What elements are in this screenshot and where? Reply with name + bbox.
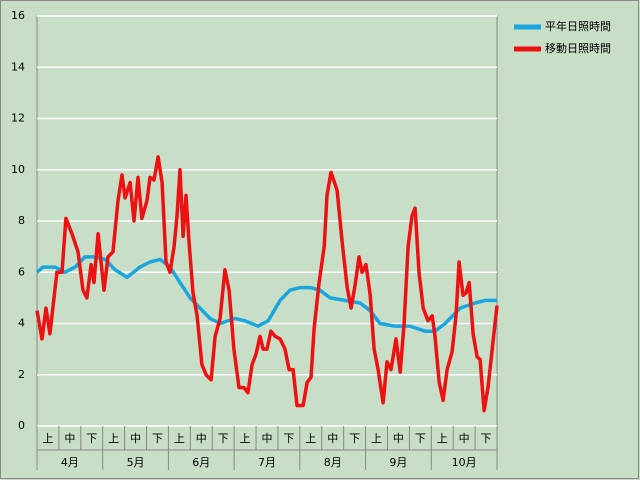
x-tick-label: 上 xyxy=(42,432,53,445)
y-tick-label: 14 xyxy=(11,60,25,73)
x-tick-label: 下 xyxy=(349,432,360,445)
month-label: 9月 xyxy=(389,456,407,469)
month-label: 10月 xyxy=(452,456,477,469)
x-tick-label: 上 xyxy=(371,432,382,445)
month-label: 4月 xyxy=(61,456,79,469)
x-tick-label: 中 xyxy=(64,432,75,445)
x-tick-label: 下 xyxy=(415,432,426,445)
legend-label: 平年日照時間 xyxy=(545,19,611,33)
x-tick-label: 下 xyxy=(481,432,492,445)
x-tick-label: 中 xyxy=(327,432,338,445)
legend-label: 移動日照時間 xyxy=(545,41,611,55)
month-label: 8月 xyxy=(324,456,342,469)
y-tick-label: 0 xyxy=(18,419,25,432)
y-tick-label: 2 xyxy=(18,368,25,381)
y-tick-label: 12 xyxy=(11,112,25,125)
x-tick-label: 上 xyxy=(108,432,119,445)
month-label: 7月 xyxy=(258,456,276,469)
x-tick-label: 上 xyxy=(174,432,185,445)
x-tick-label: 下 xyxy=(152,432,163,445)
x-tick-label: 上 xyxy=(240,432,251,445)
x-tick-label: 上 xyxy=(305,432,316,445)
x-tick-label: 中 xyxy=(196,432,207,445)
x-tick-label: 上 xyxy=(437,432,448,445)
month-label: 5月 xyxy=(127,456,145,469)
y-tick-label: 10 xyxy=(11,163,25,176)
month-label: 6月 xyxy=(192,456,210,469)
x-tick-label: 下 xyxy=(218,432,229,445)
series-line xyxy=(35,255,497,333)
y-tick-label: 6 xyxy=(18,265,25,278)
x-tick-label: 中 xyxy=(459,432,470,445)
y-tick-label: 8 xyxy=(18,214,25,227)
y-tick-label: 16 xyxy=(11,9,25,22)
x-tick-label: 中 xyxy=(130,432,141,445)
x-tick-label: 下 xyxy=(86,432,97,445)
x-tick-label: 下 xyxy=(283,432,294,445)
series-line xyxy=(35,155,499,413)
x-tick-label: 中 xyxy=(262,432,273,445)
y-tick-label: 4 xyxy=(18,317,25,330)
x-tick-label: 中 xyxy=(393,432,404,445)
